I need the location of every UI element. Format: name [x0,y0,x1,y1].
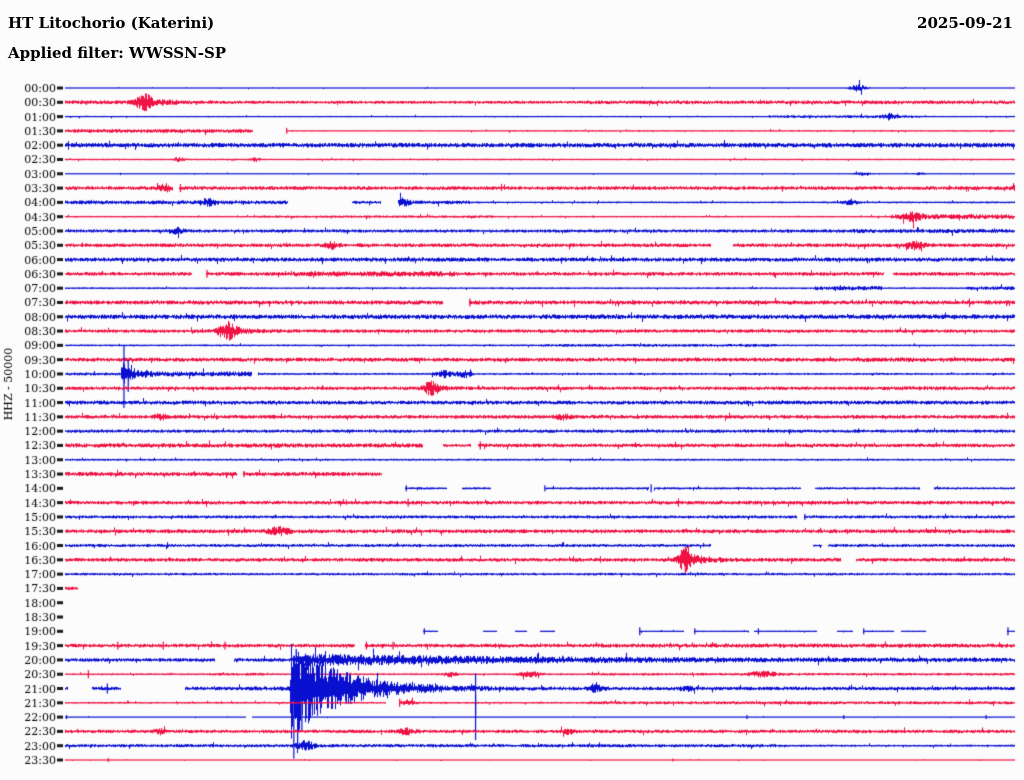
station-title: HT Litochorio (Katerini) [8,14,215,32]
filter-label: Applied filter: WWSSN-SP [8,44,227,62]
plot-date: 2025-09-21 [917,14,1013,32]
